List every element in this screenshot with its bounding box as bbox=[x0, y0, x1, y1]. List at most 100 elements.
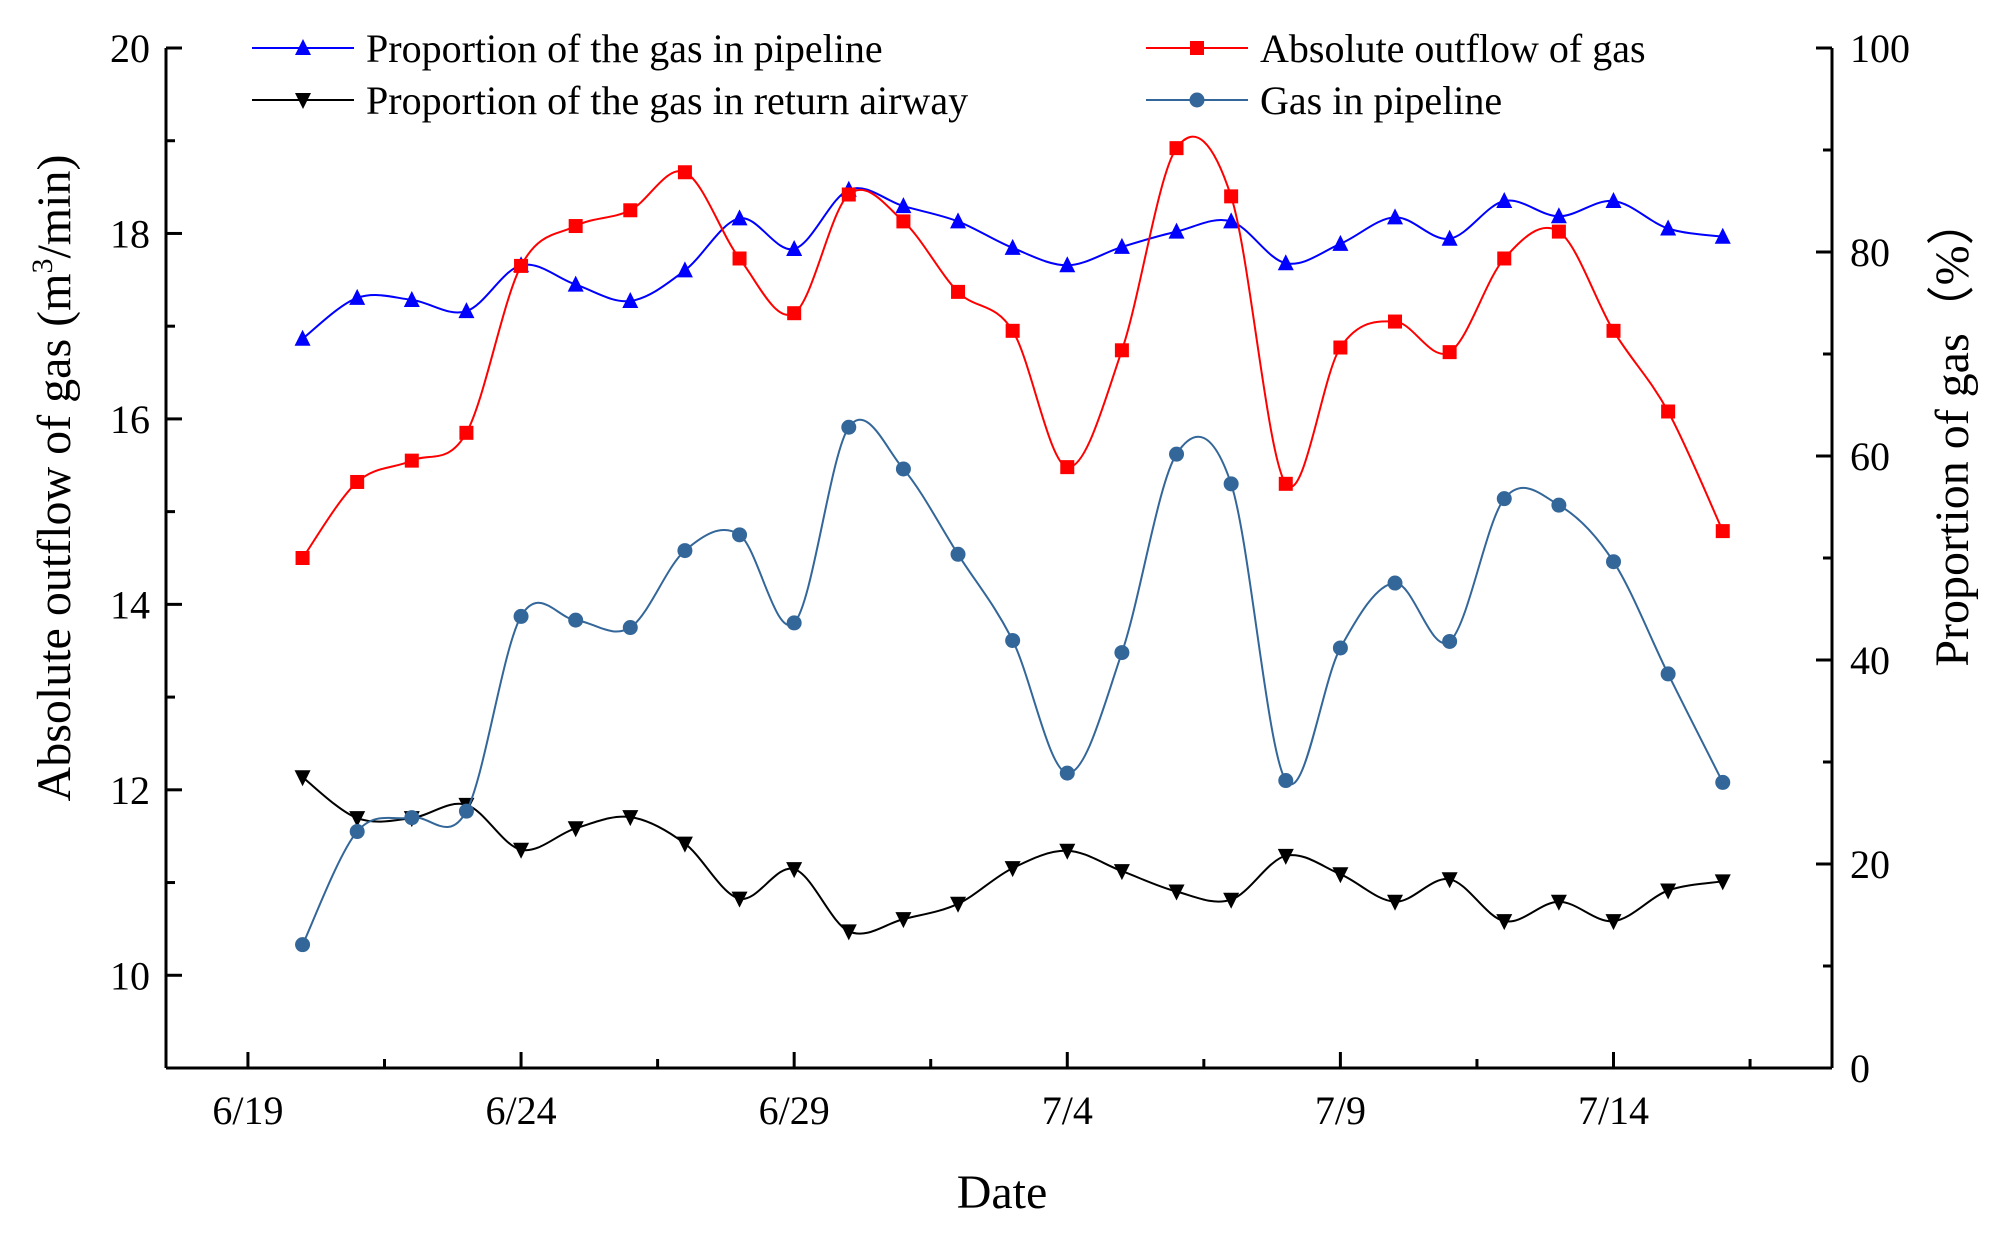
data-point bbox=[841, 419, 857, 435]
data-point bbox=[1605, 914, 1622, 931]
data-point bbox=[404, 453, 419, 468]
data-point bbox=[1606, 323, 1621, 338]
data-point bbox=[349, 824, 365, 840]
x-tick-label: 6/24 bbox=[485, 1088, 556, 1133]
data-point bbox=[1496, 491, 1512, 507]
data-point bbox=[1605, 192, 1622, 208]
data-point bbox=[895, 912, 912, 929]
y-left-tick-label: 10 bbox=[110, 953, 150, 998]
data-point bbox=[295, 551, 310, 565]
y-right-tick-label: 40 bbox=[1850, 638, 1890, 683]
data-point bbox=[1496, 914, 1513, 931]
data-point bbox=[1059, 256, 1076, 273]
data-point bbox=[404, 810, 420, 826]
data-point bbox=[1332, 234, 1349, 251]
data-point bbox=[403, 290, 420, 307]
data-point bbox=[1714, 874, 1731, 891]
data-point bbox=[294, 329, 311, 346]
data-point bbox=[1715, 524, 1730, 539]
x-tick-label: 6/19 bbox=[212, 1088, 283, 1133]
data-point bbox=[950, 546, 966, 562]
data-point bbox=[1114, 343, 1129, 358]
x-tick-label: 7/4 bbox=[1042, 1088, 1093, 1133]
y-axis-left-title-suffix: /min) bbox=[28, 155, 81, 259]
data-point bbox=[896, 214, 911, 229]
data-point bbox=[1496, 192, 1513, 208]
data-point bbox=[1714, 227, 1731, 244]
data-point bbox=[1060, 460, 1075, 475]
x-tick-label: 6/29 bbox=[759, 1088, 830, 1133]
data-point bbox=[622, 620, 638, 636]
y-right-tick-label: 100 bbox=[1850, 26, 1910, 71]
y-axis-right-title: Proportion of gas（%） bbox=[1926, 197, 1979, 666]
data-point bbox=[1004, 861, 1021, 878]
legend-item: Proportion of the gas in pipeline bbox=[252, 26, 883, 71]
series-proportion-of-the-gas-in-return-airway bbox=[294, 770, 1731, 941]
data-point bbox=[1497, 251, 1512, 266]
data-point bbox=[1660, 883, 1677, 900]
data-point bbox=[786, 862, 803, 879]
data-point bbox=[895, 461, 911, 477]
y-left-tick-label: 18 bbox=[110, 211, 150, 256]
data-point bbox=[787, 306, 802, 321]
data-point bbox=[1715, 774, 1731, 790]
data-point bbox=[1059, 765, 1075, 781]
data-point bbox=[732, 527, 748, 543]
data-point bbox=[1550, 207, 1567, 224]
data-point bbox=[458, 302, 475, 319]
y-right-tick-label: 80 bbox=[1850, 230, 1890, 275]
data-point bbox=[786, 615, 802, 631]
data-point bbox=[1388, 314, 1403, 329]
data-point bbox=[1169, 141, 1184, 156]
series-line bbox=[301, 418, 1724, 946]
data-point bbox=[1223, 892, 1240, 909]
data-point bbox=[950, 212, 967, 229]
data-point bbox=[1551, 224, 1566, 239]
data-point bbox=[1606, 554, 1622, 570]
y-left-tick-label: 20 bbox=[110, 26, 150, 71]
data-point bbox=[1277, 848, 1294, 865]
legend-label: Absolute outflow of gas bbox=[1260, 26, 1646, 71]
data-point bbox=[294, 770, 311, 787]
x-axis-title: Date bbox=[957, 1166, 1048, 1219]
data-point bbox=[458, 803, 474, 819]
legend-swatch-marker bbox=[1189, 92, 1205, 108]
data-point bbox=[459, 425, 474, 440]
data-point bbox=[349, 811, 366, 828]
data-point bbox=[895, 197, 912, 214]
data-point bbox=[1387, 208, 1404, 225]
legend-item: Proportion of the gas in return airway bbox=[252, 78, 968, 123]
data-point bbox=[622, 291, 639, 308]
data-point bbox=[1661, 404, 1676, 419]
data-point bbox=[1278, 773, 1294, 789]
data-point bbox=[1441, 229, 1458, 246]
data-point bbox=[1278, 476, 1293, 491]
data-point bbox=[1442, 345, 1457, 360]
data-point bbox=[1277, 254, 1294, 271]
data-point bbox=[951, 284, 966, 299]
data-point bbox=[1332, 640, 1348, 656]
legend-label: Proportion of the gas in return airway bbox=[366, 78, 968, 123]
series-gas-in-pipeline bbox=[295, 418, 1731, 953]
data-point bbox=[950, 896, 967, 913]
series-line bbox=[301, 187, 1723, 340]
data-point bbox=[1660, 219, 1677, 236]
legend-item: Absolute outflow of gas bbox=[1146, 26, 1646, 71]
y-left-tick-label: 14 bbox=[110, 582, 150, 627]
series-absolute-outflow-of-gas bbox=[295, 135, 1730, 565]
data-point bbox=[513, 608, 529, 624]
legend-swatch-marker bbox=[295, 93, 311, 109]
y-right-tick-label: 60 bbox=[1850, 434, 1890, 479]
data-point bbox=[1059, 843, 1076, 860]
data-point bbox=[677, 165, 692, 180]
data-point bbox=[1442, 633, 1458, 649]
legend-swatch-marker bbox=[295, 39, 311, 55]
data-point bbox=[731, 891, 748, 908]
data-point bbox=[514, 258, 529, 273]
data-point bbox=[622, 810, 639, 827]
data-point bbox=[732, 251, 747, 266]
data-point bbox=[623, 203, 638, 218]
data-point bbox=[1224, 189, 1239, 204]
